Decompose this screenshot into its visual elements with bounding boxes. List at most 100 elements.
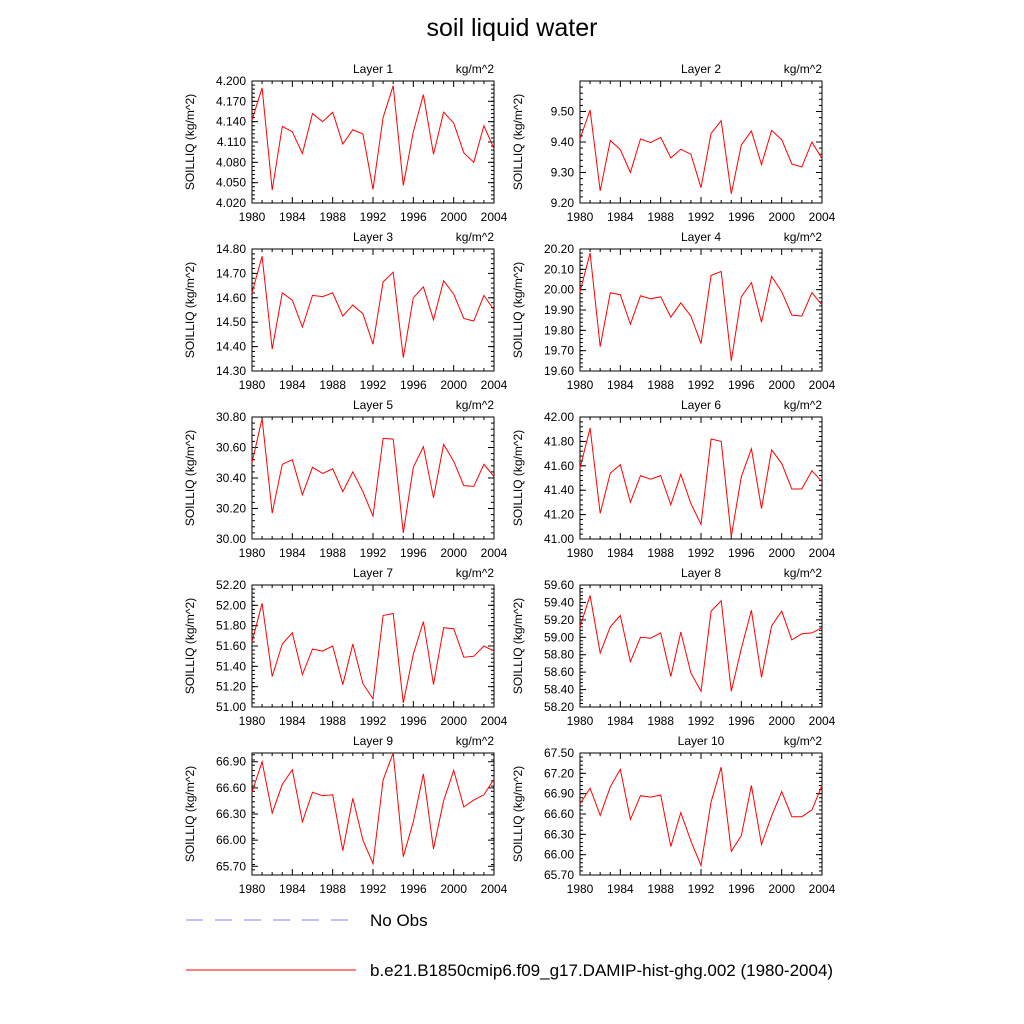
layer-6-units: kg/m^2: [784, 398, 823, 412]
layer-4-xtick-label: 1996: [728, 378, 755, 392]
layer-8-title: Layer 8: [681, 566, 721, 580]
layer-3-frame: [251, 248, 495, 372]
layer-7-ytick-label: 52.20: [216, 578, 246, 592]
legend-model-label: b.e21.B1850cmip6.f09_g17.DAMIP-hist-ghg.…: [370, 961, 834, 980]
layer-9-ylabel: SOILLIQ (kg/m^2): [183, 766, 197, 862]
layer-6-ytick-label: 41.80: [544, 434, 574, 448]
layer-7-ylabel: SOILLIQ (kg/m^2): [183, 598, 197, 694]
layer-3-xtick-label: 1980: [239, 378, 266, 392]
layer-10-units: kg/m^2: [784, 734, 823, 748]
layer-9-xtick-label: 2000: [440, 882, 467, 896]
layer-10-xtick-label: 2000: [768, 882, 795, 896]
layer-7-frame: [251, 584, 495, 708]
layer-8-xtick-label: 1988: [647, 714, 674, 728]
layer-1-units: kg/m^2: [456, 62, 495, 76]
layer-5-xtick-label: 1984: [279, 546, 306, 560]
layer-2-xtick-label: 2004: [809, 210, 836, 224]
layer-5-xtick-label: 2000: [440, 546, 467, 560]
layer-5-title: Layer 5: [353, 398, 393, 412]
layer-6-xtick-label: 1984: [607, 546, 634, 560]
layer-9-ytick-label: 66.00: [216, 833, 246, 847]
page-title: soil liquid water: [426, 14, 598, 42]
layer-5-ytick-label: 30.20: [216, 502, 246, 516]
layer-8-units: kg/m^2: [784, 566, 823, 580]
layer-3-ytick-label: 14.30: [216, 364, 246, 378]
layer-8-xtick-label: 1996: [728, 714, 755, 728]
layer-8-xtick-label: 2004: [809, 714, 836, 728]
layer-1-xtick-label: 1992: [360, 210, 387, 224]
layer-3-series-line: [251, 256, 495, 358]
layer-1-xtick-label: 2004: [481, 210, 508, 224]
layer-7-xtick-label: 1988: [319, 714, 346, 728]
layer-4-units: kg/m^2: [784, 230, 823, 244]
layer-4-ytick-label: 19.60: [544, 364, 574, 378]
layer-4-ytick-label: 20.10: [544, 262, 574, 276]
layer-5-series-line: [251, 418, 495, 533]
layer-3-xtick-label: 1988: [319, 378, 346, 392]
layer-10-title: Layer 10: [678, 734, 725, 748]
layer-7-ytick-label: 51.60: [216, 639, 246, 653]
layer-5-units: kg/m^2: [456, 398, 495, 412]
layer-8-ytick-label: 58.60: [544, 665, 574, 679]
layer-7-series-line: [251, 603, 495, 704]
layer-2-xtick-label: 1984: [607, 210, 634, 224]
layer-5-ytick-label: 30.60: [216, 441, 246, 455]
layer-9-ytick-label: 66.90: [216, 755, 246, 769]
layer-9-xtick-label: 1980: [239, 882, 266, 896]
layer-10-series-line: [579, 767, 823, 868]
layer-4-xtick-label: 2000: [768, 378, 795, 392]
layer-8-ytick-label: 58.40: [544, 683, 574, 697]
layer-5-xtick-label: 1988: [319, 546, 346, 560]
layer-9-ytick-label: 65.70: [216, 859, 246, 873]
layer-9-series-line: [251, 752, 495, 866]
layer-1-ytick-label: 4.170: [216, 94, 246, 108]
layer-4-ytick-label: 19.80: [544, 323, 574, 337]
layer-7-xtick-label: 1996: [400, 714, 427, 728]
layer-6-ytick-label: 41.60: [544, 459, 574, 473]
layer-9-xtick-label: 1996: [400, 882, 427, 896]
layer-3-ylabel: SOILLIQ (kg/m^2): [183, 262, 197, 358]
layer-4-xtick-label: 2004: [809, 378, 836, 392]
layer-4-ytick-label: 19.90: [544, 303, 574, 317]
layer-1-frame: [251, 80, 495, 204]
layer-3-xtick-label: 1984: [279, 378, 306, 392]
layer-9-ytick-label: 66.60: [216, 781, 246, 795]
layer-8-ytick-label: 59.20: [544, 613, 574, 627]
layer-6-series-line: [579, 427, 823, 537]
layer-7-xtick-label: 1992: [360, 714, 387, 728]
layer-4-series-line: [579, 252, 823, 361]
layer-9-title: Layer 9: [353, 734, 393, 748]
layer-2-ytick-label: 9.50: [551, 105, 575, 119]
layer-5-ytick-label: 30.00: [216, 532, 246, 546]
layer-1-xtick-label: 2000: [440, 210, 467, 224]
layer-2-ytick-label: 9.30: [551, 166, 575, 180]
layer-3-xtick-label: 1996: [400, 378, 427, 392]
layer-1-xtick-label: 1988: [319, 210, 346, 224]
layer-6-ytick-label: 41.00: [544, 532, 574, 546]
layer-2-series-line: [579, 109, 823, 194]
layer-1-ylabel: SOILLIQ (kg/m^2): [183, 94, 197, 190]
layer-7-ytick-label: 51.80: [216, 619, 246, 633]
layer-7-xtick-label: 2000: [440, 714, 467, 728]
layer-3-xtick-label: 1992: [360, 378, 387, 392]
layer-3-title: Layer 3: [353, 230, 393, 244]
layer-4-ytick-label: 20.20: [544, 242, 574, 256]
layer-10-ytick-label: 67.50: [544, 746, 574, 760]
layer-8-series-line: [579, 595, 823, 693]
layer-7-ytick-label: 51.40: [216, 659, 246, 673]
layer-6-ylabel: SOILLIQ (kg/m^2): [511, 430, 525, 526]
layer-2-units: kg/m^2: [784, 62, 823, 76]
layer-9-xtick-label: 1992: [360, 882, 387, 896]
layer-6-ytick-label: 42.00: [544, 410, 574, 424]
layer-2-frame: [579, 80, 823, 204]
layer-2-ytick-label: 9.40: [551, 135, 575, 149]
layer-6-xtick-label: 1992: [688, 546, 715, 560]
layer-1-ytick-label: 4.200: [216, 74, 246, 88]
layer-4-xtick-label: 1988: [647, 378, 674, 392]
layer-5-ytick-label: 30.40: [216, 471, 246, 485]
layer-8-xtick-label: 1984: [607, 714, 634, 728]
layer-10-ylabel: SOILLIQ (kg/m^2): [511, 766, 525, 862]
layer-1-ytick-label: 4.110: [217, 135, 246, 149]
layer-4-ytick-label: 19.70: [544, 344, 574, 358]
layer-8-xtick-label: 2000: [768, 714, 795, 728]
